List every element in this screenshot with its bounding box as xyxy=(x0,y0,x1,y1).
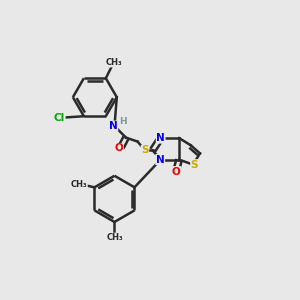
Text: S: S xyxy=(141,145,149,155)
Text: O: O xyxy=(115,143,124,154)
Text: N: N xyxy=(156,154,165,165)
Text: CH₃: CH₃ xyxy=(106,58,122,67)
Text: S: S xyxy=(191,160,198,170)
Text: Cl: Cl xyxy=(54,112,65,122)
Text: CH₃: CH₃ xyxy=(71,180,87,189)
Text: N: N xyxy=(109,121,118,131)
Text: CH₃: CH₃ xyxy=(106,233,123,242)
Text: H: H xyxy=(119,116,127,125)
Text: N: N xyxy=(156,133,165,143)
Text: O: O xyxy=(172,167,181,177)
